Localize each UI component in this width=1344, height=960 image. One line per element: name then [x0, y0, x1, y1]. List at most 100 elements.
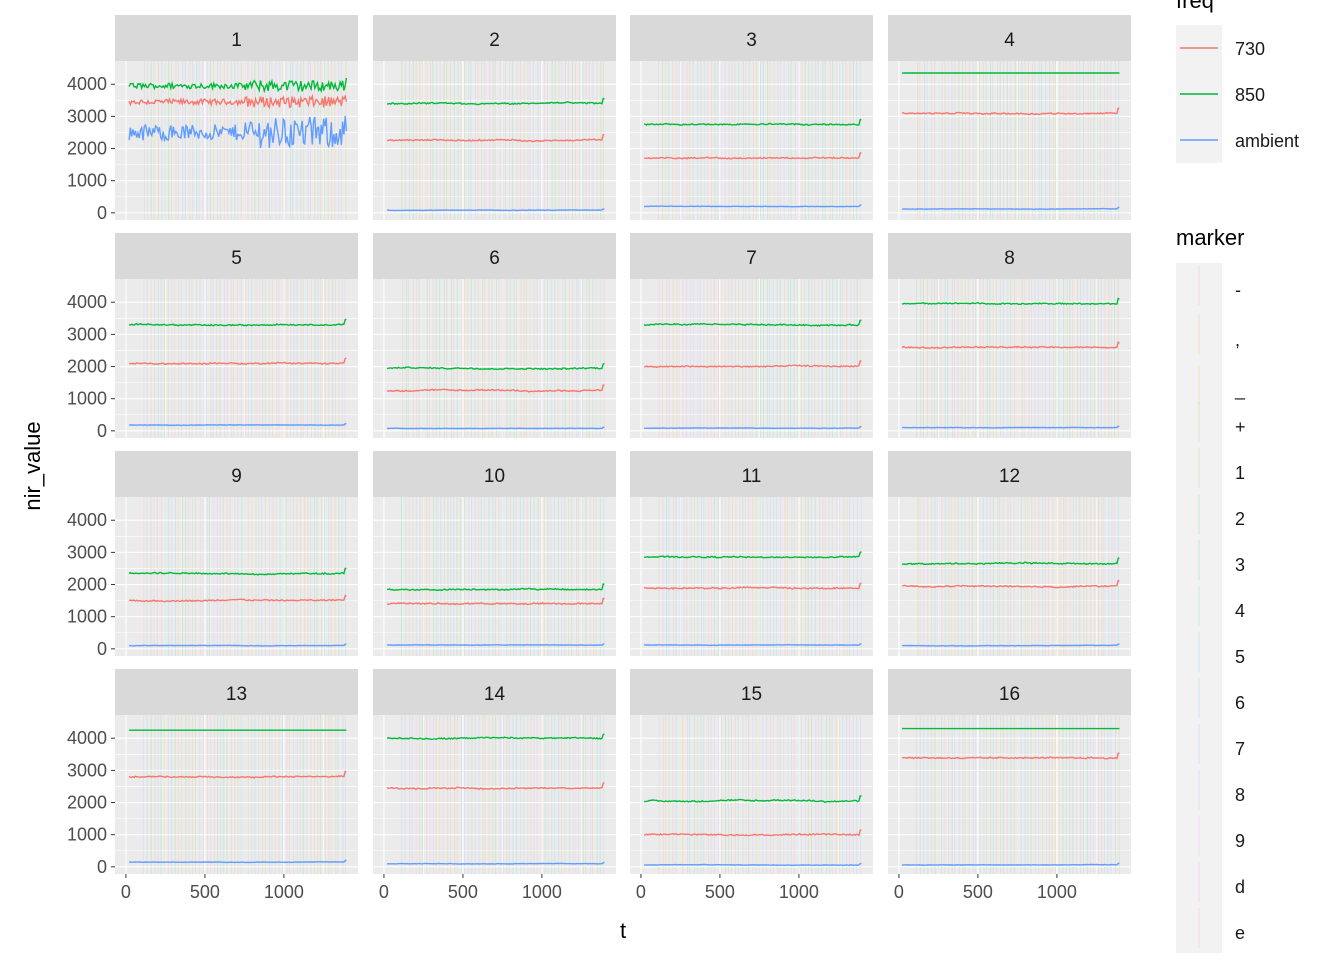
series-line-730 — [386, 597, 605, 606]
legend-marker-keys — [1176, 263, 1222, 953]
series-line-850 — [386, 733, 605, 741]
series-line-ambient — [128, 859, 347, 864]
legend-freq-label: 850 — [1235, 85, 1265, 105]
x-tick-label: 0 — [636, 882, 646, 902]
legend-marker-label: e — [1235, 923, 1245, 943]
facet-panel-2: 2 — [373, 15, 616, 220]
legend-freq-label: ambient — [1235, 131, 1299, 151]
series-line-850 — [901, 297, 1120, 306]
series-line-ambient — [644, 643, 862, 647]
series-line-730 — [386, 133, 605, 143]
facet-panel-14: 14 — [373, 669, 616, 874]
series-line-730 — [129, 594, 347, 603]
facet-label: 7 — [746, 248, 757, 269]
panel-background — [888, 715, 1131, 874]
x-tick-label: 1000 — [264, 882, 304, 902]
legend-marker-label: d — [1235, 877, 1245, 897]
series-line-ambient — [387, 861, 605, 865]
series-line-730 — [644, 360, 862, 369]
facet-panel-3: 3 — [630, 15, 873, 220]
facet-panel-5: 5 — [115, 233, 358, 438]
series-line-ambient — [128, 115, 348, 149]
facet-strip — [373, 451, 616, 497]
facet-label: 8 — [1004, 248, 1015, 269]
series-line-730 — [128, 770, 347, 779]
series-line-850 — [643, 118, 862, 127]
series-line-ambient — [902, 425, 1120, 429]
facet-strip — [888, 233, 1131, 279]
y-tick-label: 4000 — [67, 74, 107, 94]
facet-label: 4 — [1004, 30, 1015, 51]
y-tick-label: 3000 — [67, 324, 107, 344]
facet-panel-12: 12 — [888, 451, 1131, 656]
facet-panel-7: 7 — [630, 233, 873, 438]
y-tick-label: 1000 — [67, 825, 107, 845]
panel-background — [373, 715, 616, 874]
series-line-850 — [901, 557, 1120, 566]
facet-strip — [888, 451, 1131, 497]
facet-strip — [373, 233, 616, 279]
facet-panel-4: 4 — [888, 15, 1131, 220]
y-tick-label: 3000 — [67, 542, 107, 562]
series-line-850 — [386, 362, 605, 371]
y-tick-label: 2000 — [67, 793, 107, 813]
legend-marker-label: 5 — [1235, 647, 1245, 667]
facet-strip — [373, 669, 616, 715]
series-line-ambient — [644, 425, 862, 430]
x-tick-label: 1000 — [1037, 882, 1077, 902]
x-tick-label: 1000 — [779, 882, 819, 902]
series-line-850 — [128, 77, 348, 94]
facet-panel-15: 15 — [630, 669, 873, 874]
legend-marker: marker -, _ +1 2 3 4 5 6 7 8 9 d e — [1176, 225, 1246, 953]
panel-background — [888, 279, 1131, 438]
series-line-850 — [128, 567, 347, 576]
legend-marker-label: - — [1235, 280, 1241, 300]
series-line-ambient — [901, 643, 1120, 647]
x-tick-label: 500 — [448, 882, 478, 902]
x-tick-label: 500 — [190, 882, 220, 902]
series-line-ambient — [387, 426, 605, 430]
facet-label: 3 — [746, 30, 757, 51]
series-line-730 — [643, 152, 862, 160]
series-line-730 — [128, 357, 347, 366]
panel-background — [373, 279, 616, 438]
series-line-850 — [643, 319, 862, 327]
legend-marker-label: 3 — [1235, 555, 1245, 575]
panel-background — [373, 497, 616, 656]
series-line-ambient — [902, 206, 1120, 211]
facet-label: 12 — [999, 466, 1020, 487]
series-line-730 — [901, 107, 1120, 116]
facet-panel-13: 13 — [115, 669, 358, 874]
panel-background — [630, 715, 873, 874]
series-line-ambient — [129, 643, 347, 647]
facet-panel-6: 6 — [373, 233, 616, 438]
legend-marker-label: 8 — [1235, 785, 1245, 805]
series-line-730 — [386, 384, 605, 393]
series-line-730 — [901, 579, 1120, 589]
facet-strip — [115, 233, 358, 279]
series-line-850 — [386, 97, 605, 106]
panel-background — [630, 61, 873, 220]
legend-marker-label: _ — [1234, 380, 1246, 401]
y-tick-label: 1000 — [67, 607, 107, 627]
legend-marker-label: 2 — [1235, 509, 1245, 529]
series-line-850 — [643, 551, 862, 559]
y-tick-label: 0 — [97, 639, 107, 659]
x-tick-label: 0 — [379, 882, 389, 902]
series-line-ambient — [644, 204, 862, 208]
panel-background — [115, 715, 358, 874]
legend-marker-label: + — [1235, 417, 1246, 437]
facet-strip — [888, 15, 1131, 61]
x-tick-label: 500 — [963, 882, 993, 902]
y-tick-label: 1000 — [67, 171, 107, 191]
y-tick-label: 3000 — [67, 106, 107, 126]
panel-background — [115, 279, 358, 438]
y-tick-label: 0 — [97, 857, 107, 877]
panel-background — [115, 497, 358, 656]
series-line-730 — [901, 340, 1120, 349]
legend-marker-label: 9 — [1235, 831, 1245, 851]
y-tick-label: 1000 — [67, 389, 107, 409]
x-tick-label: 1000 — [522, 882, 562, 902]
